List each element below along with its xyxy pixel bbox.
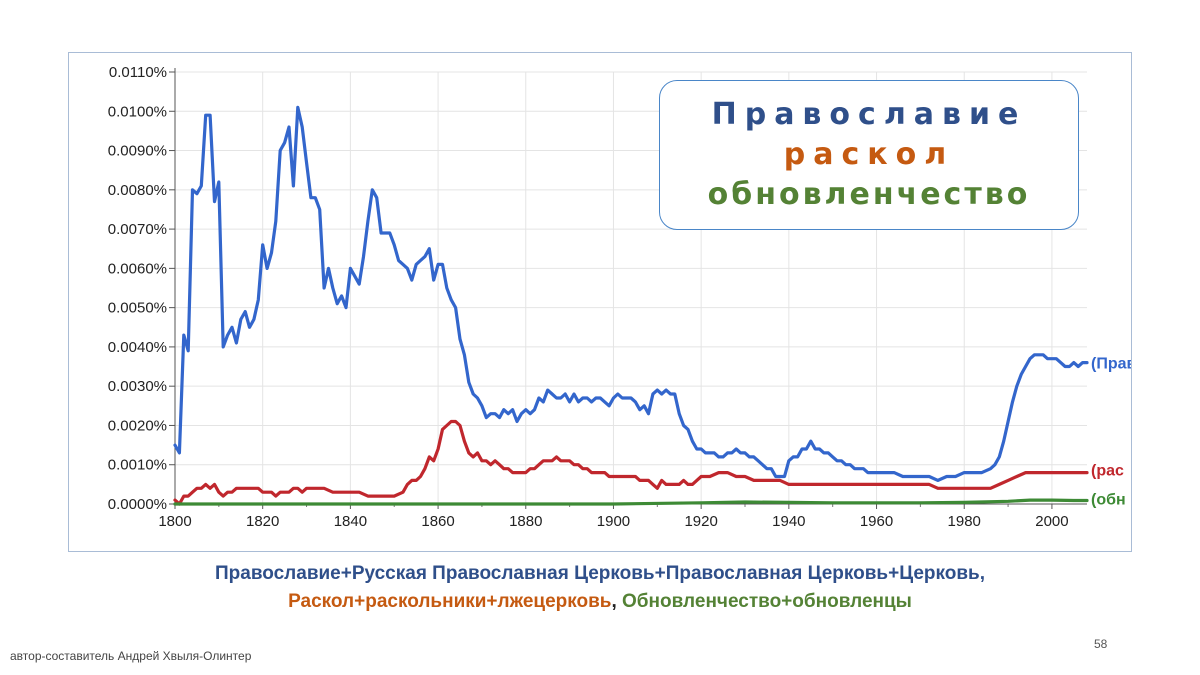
- x-tick-label-6: 1920: [684, 513, 717, 530]
- x-tick-label-3: 1860: [421, 513, 454, 530]
- x-tick-label-5: 1900: [597, 513, 630, 530]
- y-tick-label-2: 0.0020%: [108, 417, 167, 434]
- y-tick-label-0: 0.0000%: [108, 496, 167, 513]
- y-tick-label-11: 0.0110%: [109, 64, 167, 81]
- y-tick-label-8: 0.0080%: [108, 182, 167, 199]
- author-credit: автор-составитель Андрей Хвыля-Олинтер: [10, 649, 252, 663]
- title-renovation: обновленчество: [707, 177, 1031, 212]
- x-tick-label-8: 1960: [860, 513, 893, 530]
- series-end-label-renovation: (обн: [1091, 491, 1126, 508]
- label-layer: (Прав (рас (обн: [1091, 356, 1131, 509]
- title-schism: раскол: [783, 137, 955, 172]
- x-tick-label-2: 1840: [334, 513, 367, 530]
- caption-line-2: Раскол+раскольники+лжецерковь, Обновленч…: [0, 588, 1200, 616]
- x-tick-label-9: 1980: [948, 513, 981, 530]
- y-tick-label-10: 0.0100%: [108, 103, 167, 120]
- series-line-schism: [173, 419, 1089, 506]
- series-end-label-orthodoxy: (Прав: [1091, 356, 1131, 373]
- x-tick-label-0: 1800: [158, 513, 191, 530]
- y-tick-label-3: 0.0030%: [108, 378, 167, 395]
- page-number: 58: [1094, 637, 1108, 651]
- x-tick-label-1: 1820: [246, 513, 279, 530]
- ngram-line-chart: 0.0000% 0.0010% 0.0020% 0.0030% 0.0040% 0.005…: [108, 64, 1131, 530]
- y-tick-label-5: 0.0050%: [108, 300, 167, 317]
- chart-title-box: Православие раскол обновленчество: [659, 80, 1079, 230]
- caption-separator: ,: [611, 591, 623, 612]
- y-tick-label-7: 0.0070%: [108, 221, 167, 238]
- series-line-renovation: [173, 498, 1089, 506]
- series-layer: [173, 105, 1089, 506]
- series-line-orthodoxy: [173, 105, 1089, 482]
- caption-renovation-query: Обновленчество+обновленцы: [622, 591, 912, 612]
- x-tick-label-7: 1940: [772, 513, 805, 530]
- caption-orthodoxy-query: Православие+Русская Православная Церковь…: [215, 563, 985, 584]
- title-orthodoxy: Православие: [711, 97, 1027, 132]
- y-tick-label-1: 0.0010%: [108, 457, 167, 474]
- caption-schism-query: Раскол+раскольники+лжецерковь: [288, 591, 612, 612]
- caption-line-1: Православие+Русская Православная Церковь…: [0, 560, 1200, 588]
- y-tick-label-9: 0.0090%: [108, 143, 167, 160]
- y-tick-label-6: 0.0060%: [108, 260, 167, 277]
- x-tick-label-10: 2000: [1035, 513, 1068, 530]
- query-caption: Православие+Русская Православная Церковь…: [0, 560, 1200, 616]
- y-tick-label-4: 0.0040%: [108, 339, 167, 356]
- x-tick-label-4: 1880: [509, 513, 542, 530]
- series-end-label-schism: (рас: [1091, 463, 1124, 480]
